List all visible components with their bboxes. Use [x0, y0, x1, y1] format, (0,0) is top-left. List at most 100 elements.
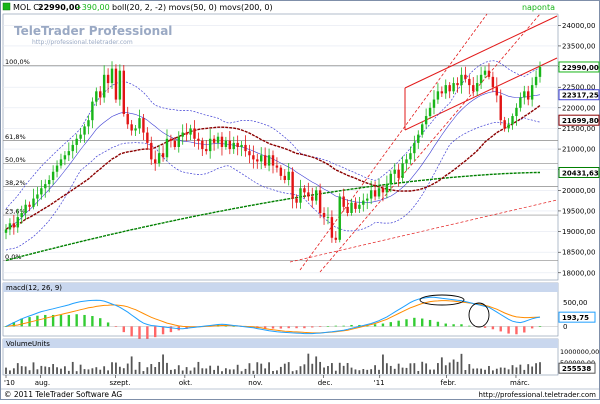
- macd-histogram-bar: [538, 326, 542, 328]
- candle-body: [503, 120, 506, 129]
- volume-bar: [228, 369, 231, 374]
- macd-histogram-bar: [287, 326, 290, 329]
- volume-bar: [252, 370, 255, 374]
- macd-histogram-bar: [350, 324, 353, 327]
- macd-histogram-bar: [530, 326, 534, 329]
- volume-bars: [5, 353, 541, 374]
- footer-url: http://professional.teletrader.com: [479, 391, 597, 399]
- candle-body: [79, 134, 82, 139]
- macd-histogram-bar: [185, 326, 188, 329]
- candle: [401, 156, 404, 182]
- macd-histogram-bar: [303, 326, 306, 329]
- candle-body: [275, 165, 279, 168]
- volume-bar: [444, 365, 447, 374]
- volume-bar: [362, 369, 365, 374]
- candle: [201, 137, 204, 157]
- candle: [322, 207, 326, 225]
- macd-histogram-bar: [358, 324, 361, 327]
- time-tick-label: márc.: [510, 379, 530, 387]
- candle-body: [362, 200, 365, 205]
- candle-body: [444, 85, 447, 94]
- header-instrument: MOL C:: [13, 3, 41, 12]
- header-strip: [1, 1, 599, 13]
- header-period: naponta: [522, 3, 555, 12]
- candle-body: [44, 184, 47, 189]
- candle: [483, 66, 487, 79]
- candle: [491, 71, 495, 93]
- macd-histogram-bar: [515, 326, 518, 335]
- candle: [134, 124, 137, 136]
- candle: [389, 170, 393, 193]
- volume-bar: [268, 362, 270, 374]
- candle: [358, 196, 361, 213]
- volume-bar: [201, 368, 204, 374]
- candle-body: [224, 140, 228, 147]
- volume-bar: [75, 371, 78, 374]
- candle: [75, 134, 78, 153]
- volume-bar: [378, 369, 380, 374]
- macd-histogram-bar: [295, 326, 298, 329]
- candle-body: [369, 190, 373, 199]
- candle-body: [28, 204, 31, 207]
- price-tag: 22990,00: [558, 61, 600, 73]
- volume-bar: [20, 366, 23, 374]
- volume-bar: [452, 359, 455, 374]
- volume-bar: [468, 364, 471, 374]
- candle-body: [165, 138, 169, 158]
- candle-body: [483, 70, 487, 75]
- candle-body: [102, 74, 106, 98]
- macd-histogram-bar: [154, 326, 157, 338]
- watermark: TeleTrader Professional http://professio…: [14, 24, 172, 46]
- candle-body: [216, 136, 220, 143]
- macd-histogram-bar: [318, 326, 322, 328]
- candle: [326, 207, 330, 225]
- volume-bar: [460, 353, 463, 374]
- volume-bar: [511, 365, 514, 374]
- candle-body: [487, 70, 491, 77]
- macd-histogram-bar: [12, 322, 16, 327]
- candle: [495, 77, 499, 103]
- candle-body: [8, 223, 12, 230]
- volume-bar: [67, 370, 70, 374]
- fibonacci-levels: 100,0% 61,8% 50,0% 38,2% 23,6% 0,0%: [3, 58, 558, 261]
- volume-label-bar: [3, 339, 558, 348]
- candle-body: [106, 74, 110, 84]
- candle-body: [381, 188, 385, 193]
- candle: [283, 169, 286, 184]
- candle: [527, 85, 530, 106]
- volume-bar: [213, 369, 216, 374]
- price-gridlines: [3, 25, 558, 274]
- candle: [499, 89, 502, 126]
- candle: [4, 224, 8, 240]
- time-tick-label: nov.: [248, 379, 263, 387]
- candle: [126, 106, 129, 129]
- candle-body: [452, 83, 455, 92]
- volume-bar: [480, 368, 483, 374]
- volume-bar: [527, 364, 530, 374]
- candle-body: [287, 171, 290, 180]
- time-tick-label: febr.: [441, 379, 457, 387]
- macd-histogram-bar: [499, 326, 502, 332]
- volume-bar: [472, 368, 475, 374]
- candle-body: [283, 175, 286, 180]
- candle-body: [417, 134, 420, 143]
- macd-histogram-bar: [468, 325, 471, 327]
- candle-body: [20, 213, 23, 218]
- candle-body: [181, 132, 184, 137]
- macd-histogram-bar: [67, 314, 71, 327]
- time-tick-label: '11: [374, 379, 385, 387]
- time-tick-label: szept.: [109, 379, 130, 387]
- volume-bar: [166, 362, 168, 374]
- price-panel: [2, 13, 559, 281]
- candle-body: [495, 87, 499, 96]
- candle-body: [201, 140, 204, 150]
- macd-histogram-bar: [36, 315, 39, 327]
- candle: [479, 66, 483, 89]
- volume-bar: [264, 368, 267, 374]
- macd-histogram-bar: [342, 325, 345, 327]
- macd-histogram-bar: [381, 323, 385, 327]
- price-tick-label: 24000,00: [562, 22, 595, 30]
- candle-body: [472, 85, 475, 92]
